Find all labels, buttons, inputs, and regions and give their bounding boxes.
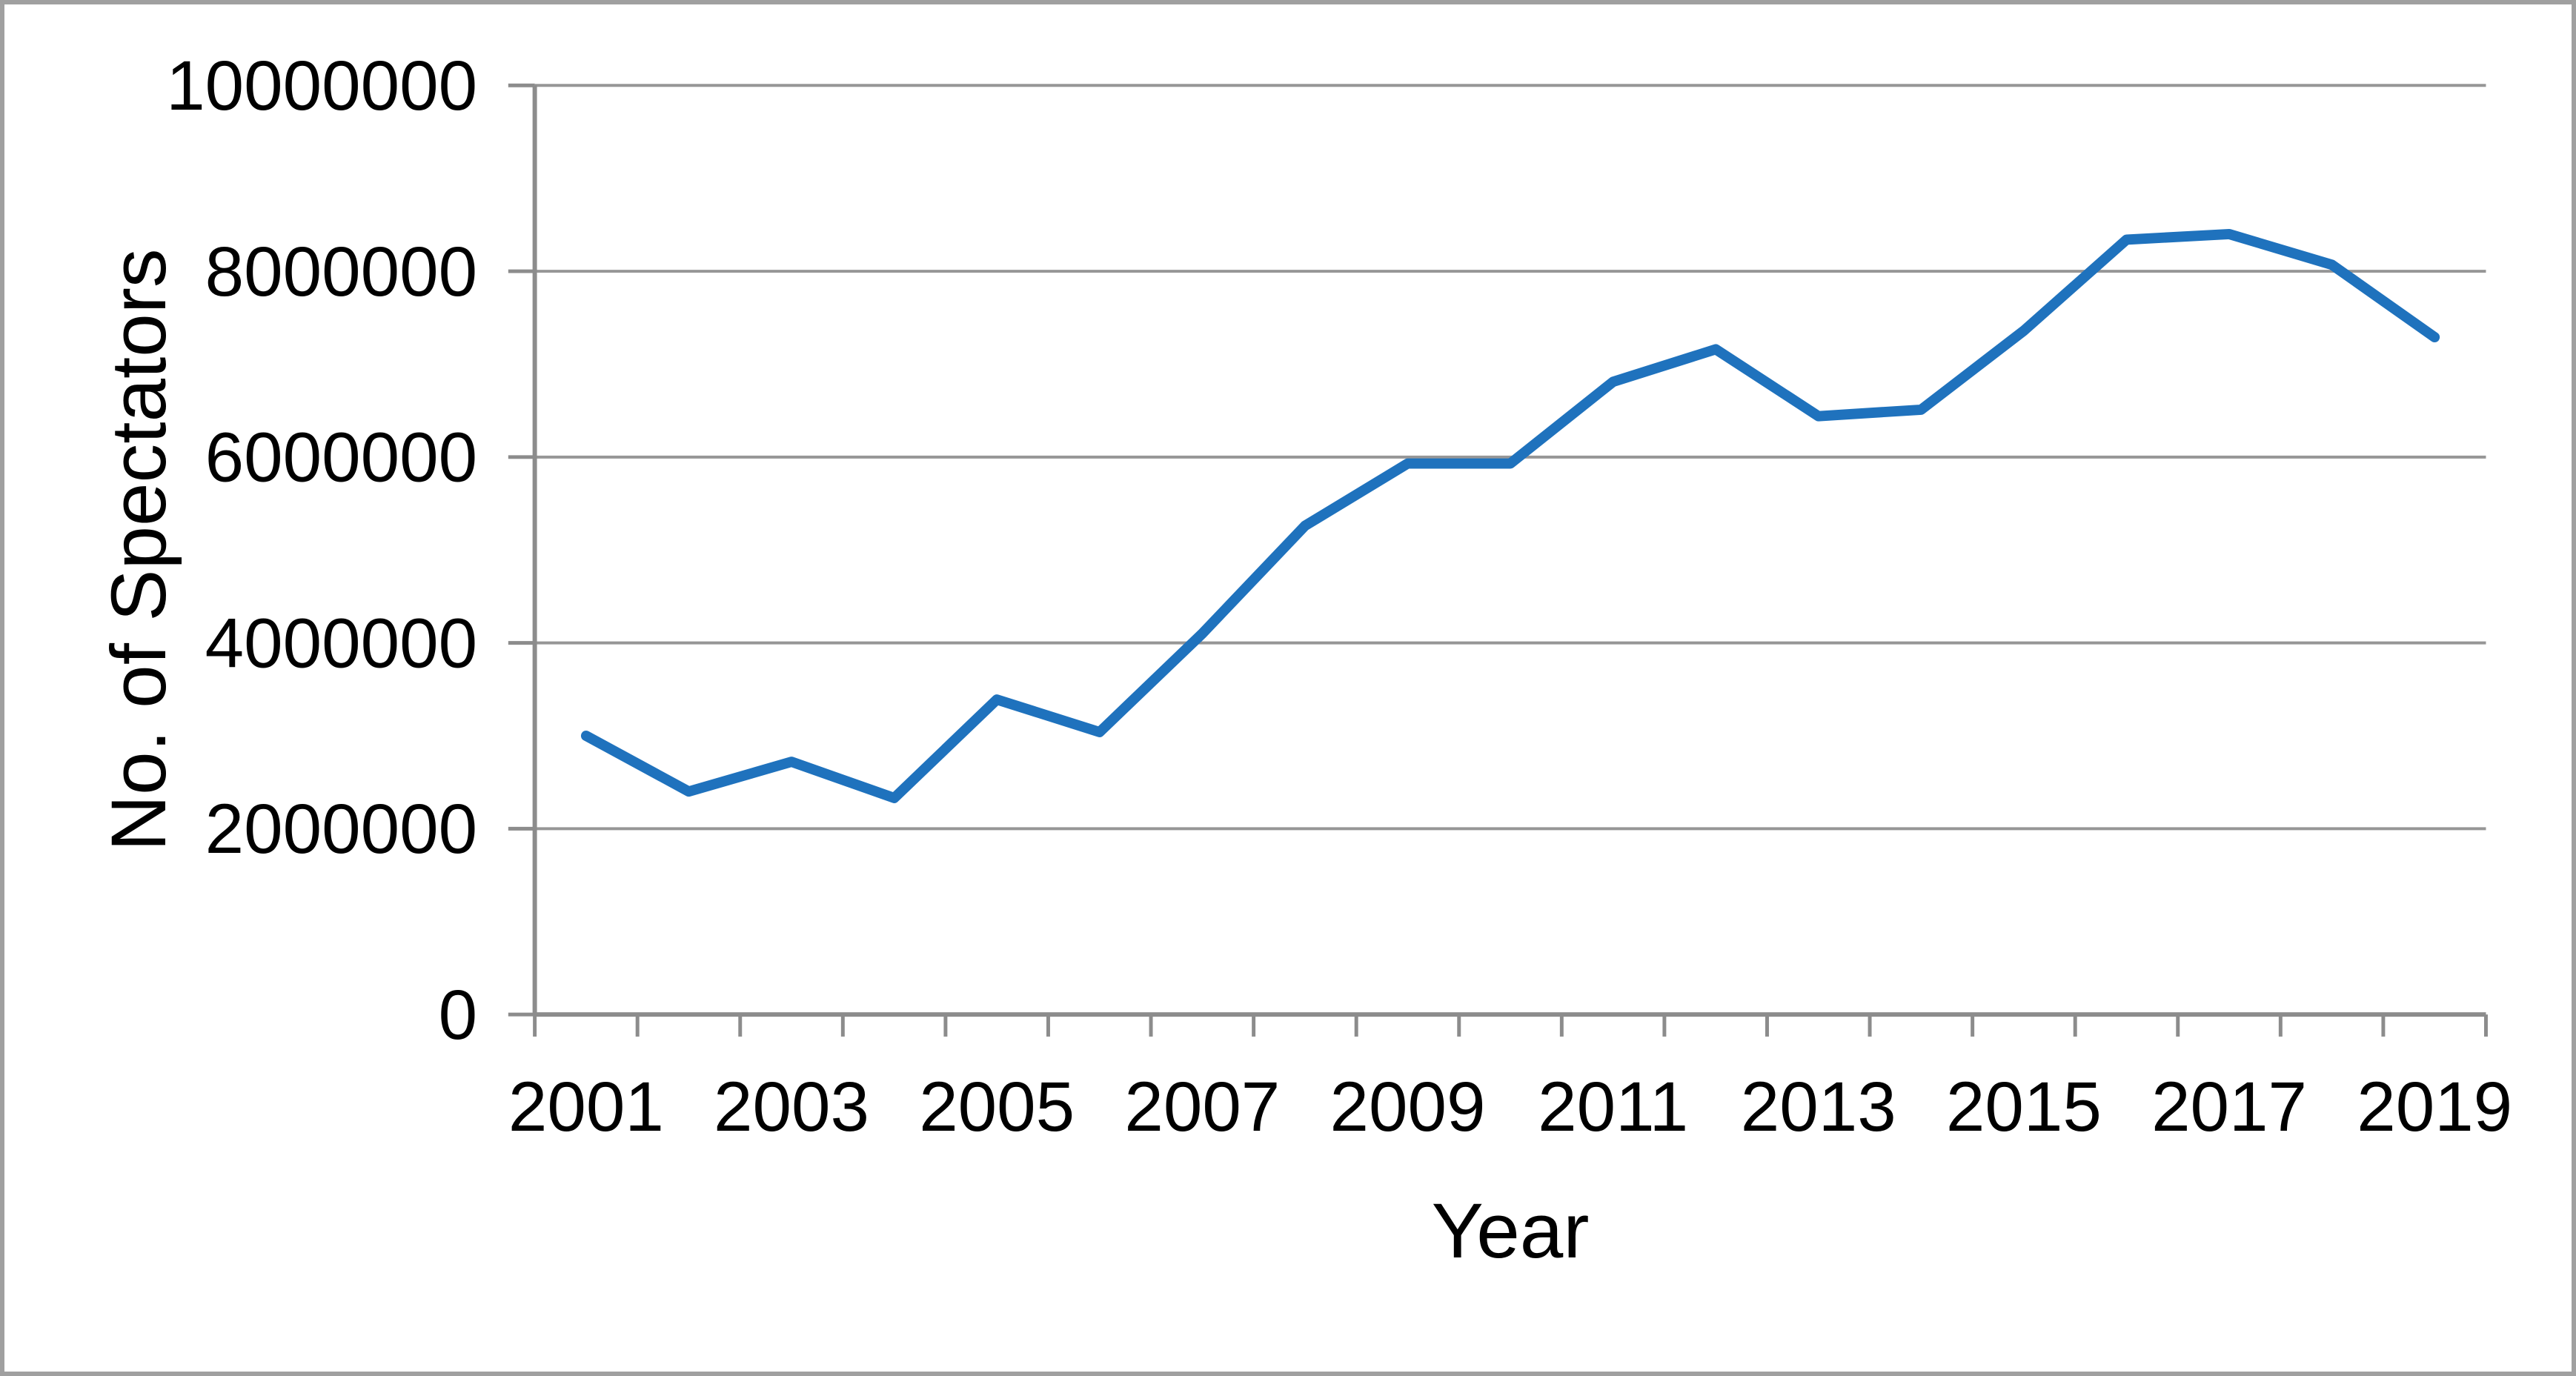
x-tick-label: 2011 — [1538, 1068, 1688, 1146]
x-tick-label: 2019 — [2357, 1068, 2512, 1146]
x-tick-label: 2005 — [919, 1068, 1075, 1146]
y-tick-label: 0 — [439, 977, 478, 1054]
y-tick-label: 8000000 — [205, 233, 477, 311]
x-tick-label: 2001 — [508, 1068, 664, 1146]
x-tick-label: 2013 — [1741, 1068, 1896, 1146]
x-tick-label: 2003 — [714, 1068, 869, 1146]
y-tick-label: 2000000 — [205, 791, 477, 868]
x-tick-label: 2009 — [1330, 1068, 1485, 1146]
x-axis-title: Year — [1432, 1188, 1590, 1274]
spectators-line-chart: 0 2000000 4000000 6000000 8000000 10000000 20… — [96, 47, 2512, 1274]
x-tick-label: 2015 — [1946, 1068, 2102, 1146]
y-axis-title: No. of Spectators — [96, 248, 182, 851]
x-tick-label: 2017 — [2151, 1068, 2307, 1146]
axes — [508, 83, 2488, 1037]
y-tick-labels: 0 2000000 4000000 6000000 8000000 10000000 — [166, 47, 477, 1054]
y-tick-label: 6000000 — [205, 419, 477, 497]
x-tick-labels: 2001 2003 2005 2007 2009 2011 2013 2015 2017 2019 — [508, 1068, 2512, 1146]
series-line-spectators — [580, 228, 2440, 803]
x-tick-label: 2007 — [1124, 1068, 1280, 1146]
y-tick-label: 4000000 — [205, 605, 477, 682]
y-tick-label: 10000000 — [166, 47, 477, 125]
